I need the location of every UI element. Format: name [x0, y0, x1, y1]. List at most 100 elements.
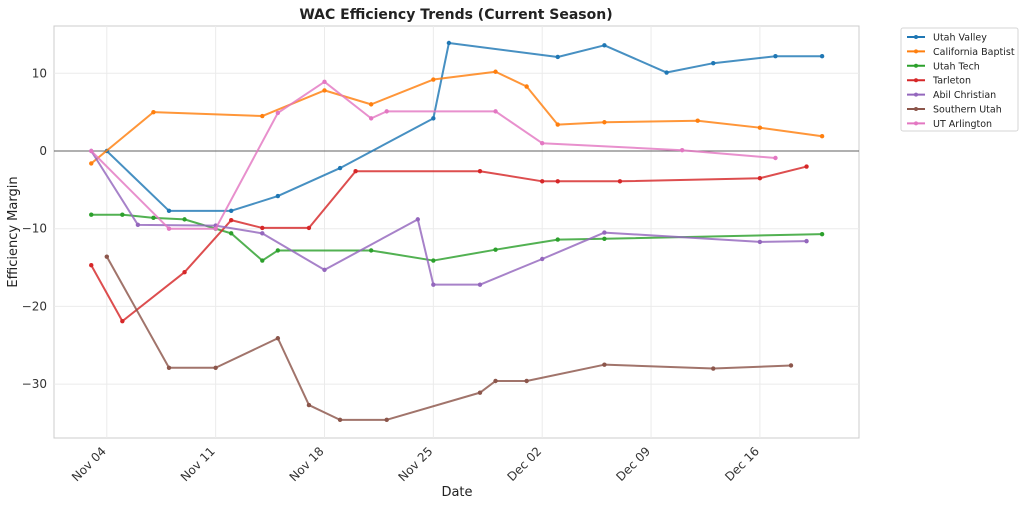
- data-point: [431, 282, 436, 287]
- data-point: [322, 79, 327, 85]
- series-1: [89, 69, 825, 166]
- data-point: [819, 231, 825, 237]
- data-point: [229, 208, 234, 214]
- data-point: [166, 365, 172, 370]
- data-point: [337, 417, 343, 423]
- data-point: [555, 179, 560, 184]
- data-point: [540, 179, 545, 184]
- data-point: [368, 116, 374, 121]
- data-point: [555, 122, 560, 127]
- y-tick-label: −30: [22, 377, 47, 391]
- data-point: [135, 222, 141, 228]
- legend-marker: [914, 107, 918, 111]
- data-point: [368, 248, 374, 253]
- data-point: [260, 113, 265, 119]
- legend-label: Tarleton: [932, 76, 971, 87]
- data-point: [120, 318, 125, 324]
- x-tick-label: Nov 11: [178, 444, 218, 484]
- data-point: [555, 54, 560, 60]
- data-point: [477, 390, 483, 395]
- legend-label: Southern Utah: [933, 105, 1002, 116]
- data-point: [477, 282, 483, 287]
- series-4: [89, 148, 809, 287]
- data-point: [431, 116, 436, 121]
- data-point: [368, 102, 374, 107]
- data-point: [602, 230, 607, 235]
- data-point: [89, 263, 94, 268]
- data-point: [166, 208, 172, 214]
- data-point: [213, 226, 218, 231]
- data-point: [757, 175, 763, 181]
- data-point: [275, 336, 281, 341]
- data-point: [322, 267, 327, 273]
- data-point: [711, 366, 716, 371]
- data-point: [446, 40, 452, 46]
- x-tick-label: Nov 04: [69, 444, 109, 484]
- legend-marker: [914, 35, 918, 39]
- data-point: [819, 134, 825, 139]
- data-point: [757, 239, 763, 245]
- legend-marker: [914, 63, 918, 68]
- data-point: [617, 179, 623, 184]
- data-point: [477, 169, 483, 174]
- data-point: [819, 54, 825, 59]
- x-tick-label: Dec 02: [505, 444, 545, 484]
- data-point: [120, 212, 125, 217]
- data-point: [229, 217, 234, 223]
- data-point: [151, 215, 156, 221]
- x-tick-label: Nov 25: [396, 444, 436, 484]
- data-point: [493, 247, 498, 252]
- data-point: [540, 141, 545, 146]
- y-tick-label: 0: [39, 144, 47, 158]
- x-tick-label: Dec 09: [613, 444, 653, 484]
- data-point: [151, 109, 156, 115]
- data-point: [524, 378, 529, 384]
- x-tick-label: Dec 16: [722, 444, 762, 484]
- legend-frame: [900, 27, 1019, 132]
- data-point: [182, 217, 187, 222]
- data-point: [804, 164, 809, 169]
- x-axis: Nov 04 Nov 11 Nov 18 Nov 25 Dec 02 Dec 09 Dec …: [69, 444, 762, 484]
- data-point: [602, 362, 607, 367]
- data-point: [260, 225, 265, 231]
- data-point: [493, 378, 498, 384]
- y-axis: 10 0 −10 −20 −30: [22, 66, 47, 391]
- data-point: [229, 231, 234, 236]
- series-3: [89, 164, 809, 324]
- data-point: [415, 217, 420, 222]
- data-point: [493, 69, 498, 74]
- data-point: [260, 231, 265, 236]
- data-point: [89, 212, 94, 217]
- y-tick-label: −10: [22, 222, 47, 236]
- data-point: [757, 125, 763, 130]
- legend-marker: [914, 92, 918, 97]
- series-layer: [89, 40, 825, 423]
- data-point: [306, 225, 312, 231]
- data-point: [695, 118, 700, 123]
- data-point: [89, 161, 94, 166]
- data-point: [182, 270, 187, 275]
- data-point: [431, 77, 436, 82]
- data-point: [804, 238, 809, 244]
- x-axis-label: Date: [441, 485, 472, 500]
- data-point: [602, 236, 607, 242]
- data-point: [711, 60, 716, 66]
- series-line: [90, 150, 807, 286]
- data-point: [260, 258, 265, 263]
- y-axis-label: Efficiency Margin: [6, 176, 21, 287]
- chart-title: WAC Efficiency Trends (Current Season): [299, 7, 612, 23]
- data-point: [493, 109, 498, 114]
- legend-marker: [914, 121, 918, 126]
- data-point: [213, 365, 218, 370]
- y-tick-label: −20: [22, 299, 47, 313]
- data-point: [104, 254, 110, 259]
- data-point: [166, 226, 172, 231]
- data-point: [306, 402, 312, 408]
- data-point: [773, 54, 778, 59]
- legend-label: Abil Christian: [933, 90, 996, 101]
- data-point: [773, 155, 778, 161]
- data-point: [275, 110, 281, 116]
- legend-label: California Baptist: [933, 47, 1015, 58]
- data-point: [322, 88, 327, 93]
